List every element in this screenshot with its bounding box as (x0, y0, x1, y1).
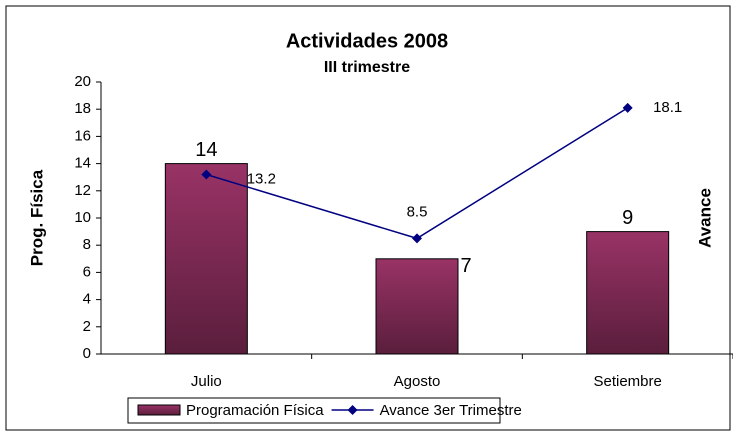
y2-axis-label: Avance (695, 188, 714, 248)
x-tick-label: Agosto (394, 373, 441, 390)
x-tick-label: Setiembre (593, 373, 661, 390)
bar-value-label: 9 (622, 207, 633, 229)
y-tick-label: 0 (83, 345, 91, 362)
y-tick-label: 6 (83, 263, 91, 280)
legend-box (127, 397, 501, 424)
y-tick-label: 18 (74, 100, 91, 117)
y-tick-label: 4 (83, 291, 91, 308)
bar (586, 231, 670, 355)
chart-frame (5, 5, 731, 431)
y-tick-label: 16 (74, 127, 91, 144)
line-marker (622, 102, 633, 113)
line-value-label: 13.2 (247, 170, 276, 187)
y-tick-label: 2 (83, 318, 91, 335)
y-tick-label: 12 (74, 182, 91, 199)
line-value-label: 8.5 (407, 203, 428, 220)
bar-value-label: 14 (195, 139, 217, 161)
line-marker (412, 233, 422, 244)
y-tick-label: 8 (83, 236, 91, 253)
legend-marker (347, 405, 358, 415)
chart-title: Actividades 2008 (286, 30, 448, 52)
y-tick-label: 20 (74, 73, 91, 90)
bar (164, 163, 248, 355)
line-marker (201, 169, 212, 180)
y-tick-label: 14 (74, 155, 91, 172)
legend-label: Programación Física (186, 402, 324, 419)
chart-subtitle: III trimestre (324, 59, 410, 76)
line-value-label: 18.1 (653, 99, 682, 116)
legend-swatch (137, 404, 181, 416)
legend-label: Avance 3er Trimestre (380, 402, 522, 419)
y-axis-label: Prog. Física (27, 169, 46, 266)
x-tick-label: Julio (191, 373, 222, 390)
y-tick-label: 10 (74, 209, 91, 226)
bar-value-label: 7 (460, 255, 471, 277)
bar (375, 258, 459, 355)
